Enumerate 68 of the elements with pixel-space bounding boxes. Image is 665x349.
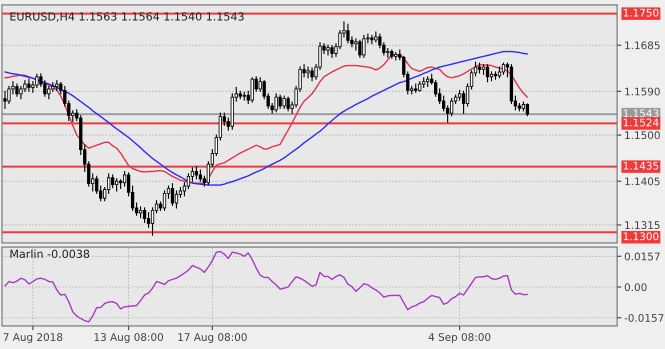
candlestick: [170, 183, 174, 206]
candlestick: [526, 103, 530, 116]
candlestick: [310, 67, 314, 82]
candlestick: [282, 96, 286, 109]
ref-line-label: 1.1543: [624, 109, 658, 118]
candlestick: [394, 52, 398, 60]
candlestick: [418, 81, 422, 92]
candlestick: [238, 90, 242, 100]
candlestick: [422, 77, 426, 88]
candlestick: [326, 44, 330, 56]
candlestick: [450, 98, 454, 116]
x-tick-label: 17 Aug 08:00: [178, 333, 247, 343]
candlestick: [274, 93, 278, 112]
candlestick: [15, 84, 19, 97]
candlestick: [186, 173, 190, 190]
text: EURUSD,H4 1.1563 1.1564 1.1540 1.1543: [10, 12, 244, 22]
candlestick: [278, 94, 282, 109]
y-tick-label: 1.1590: [625, 88, 660, 96]
candlestick: [286, 96, 290, 112]
y-tick-label: 1.1685: [625, 41, 660, 50]
candlestick: [486, 64, 490, 82]
y-tick-label: 0.00: [624, 283, 647, 292]
candlestick: [330, 45, 334, 58]
candlestick: [250, 77, 254, 103]
candlestick: [482, 64, 486, 75]
candlestick: [306, 66, 310, 78]
candlestick: [162, 190, 166, 211]
candlestick: [27, 78, 31, 92]
y-tick-label: 1.1315: [625, 221, 660, 230]
ref-line-label: 1.1750: [624, 8, 658, 17]
x-tick-label: 13 Aug 08:00: [94, 333, 164, 343]
candlestick: [142, 207, 146, 224]
line-series: [4, 250, 528, 323]
y-tick-label: 0.0157: [624, 252, 660, 260]
x-tick-label: 4 Sep 08:00: [428, 333, 490, 343]
candlestick: [55, 80, 58, 91]
candlestick: [111, 174, 114, 188]
candlestick: [138, 206, 142, 218]
candlestick: [150, 207, 154, 236]
candlestick: [358, 40, 362, 58]
candlestick: [242, 92, 246, 101]
candlestick: [7, 86, 11, 104]
y-tick-label: -0.0157: [624, 314, 664, 322]
y-tick-label: 1.1500: [625, 131, 660, 140]
x-tick-label: 7 Aug 2018: [4, 333, 62, 343]
ref-line-label: 1.1524: [624, 118, 659, 126]
candlestick: [3, 90, 7, 109]
candlestick: [498, 66, 502, 78]
candlestick: [198, 169, 202, 182]
candlestick: [146, 212, 150, 228]
candlestick: [374, 32, 378, 42]
candlestick: [114, 178, 118, 192]
candlestick: [346, 24, 350, 44]
candlestick: [19, 86, 23, 100]
candlestick: [502, 62, 506, 75]
ref-line-label: 1.1300: [624, 232, 658, 240]
candlestick: [478, 62, 482, 74]
candlestick: [174, 190, 178, 208]
candlestick: [426, 76, 430, 88]
y-tick-label: 1.1405: [625, 177, 660, 186]
candlestick: [47, 86, 51, 100]
candlestick: [194, 166, 198, 180]
candlestick: [362, 34, 366, 58]
ref-line-label: 1.1435: [624, 162, 658, 170]
candlestick: [23, 80, 27, 92]
candlestick: [458, 90, 462, 101]
chart-title: Marlin -0.0038: [10, 249, 90, 258]
candlestick: [414, 84, 418, 93]
